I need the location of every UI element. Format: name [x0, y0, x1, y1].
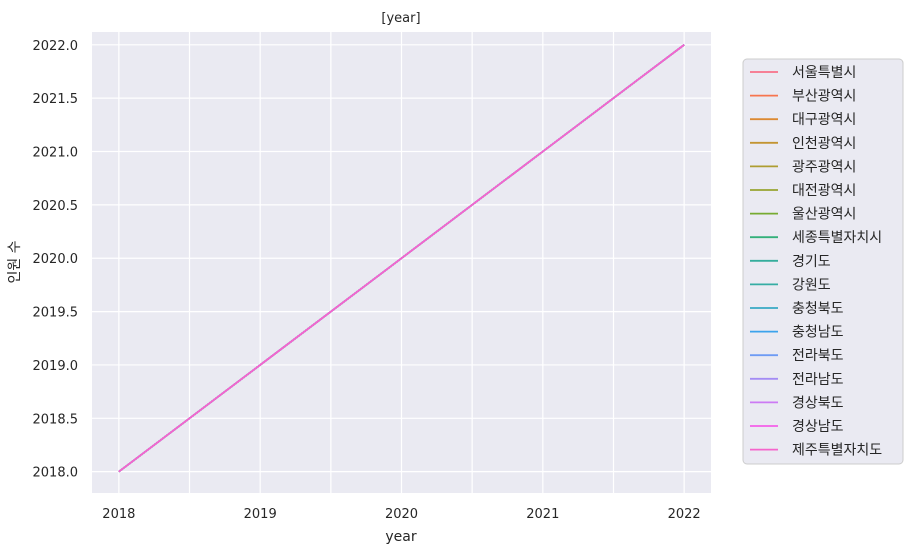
legend-label: 경상북도: [792, 395, 844, 411]
legend-label: 충청남도: [792, 325, 844, 341]
y-tick-label: 2020.0: [33, 252, 79, 267]
legend-label: 부산광역시: [792, 89, 856, 105]
x-tick-labels: 2018 2019 2020 2021 2022: [102, 507, 700, 522]
legend-label: 광주광역시: [792, 159, 856, 175]
y-tick-label: 2020.5: [33, 199, 79, 214]
y-tick-label: 2021.5: [33, 92, 79, 107]
legend: 서울특별시부산광역시대구광역시인천광역시광주광역시대전광역시울산광역시세종특별자…: [742, 58, 904, 465]
y-tick-label: 2018.0: [33, 466, 79, 481]
y-tick-label: 2018.5: [33, 412, 79, 427]
y-axis-label: 인원 수: [7, 240, 23, 283]
legend-label: 대전광역시: [792, 183, 856, 199]
legend-label: 울산광역시: [792, 207, 856, 223]
legend-label: 충청북도: [792, 301, 844, 317]
legend-label: 강원도: [792, 277, 831, 293]
y-tick-label: 2019.5: [33, 306, 79, 321]
legend-label: 경기도: [792, 254, 831, 270]
y-tick-label: 2022.0: [33, 39, 79, 54]
x-axis-label: year: [385, 529, 416, 545]
y-tick-label: 2021.0: [33, 146, 79, 161]
y-tick-labels: 2018.0 2018.5 2019.0 2019.5 2020.0 2020.5 2021…: [33, 39, 79, 481]
x-tick-label: 2020: [385, 507, 418, 522]
legend-label: 경상남도: [792, 419, 844, 435]
legend-label: 제주특별자치도: [792, 443, 882, 459]
x-tick-label: 2021: [526, 507, 559, 522]
x-tick-label: 2019: [244, 507, 277, 522]
legend-label: 인천광역시: [792, 136, 856, 152]
series-line-16: [118, 44, 685, 473]
series-lines: [118, 44, 685, 473]
legend-label: 전라남도: [792, 372, 844, 388]
legend-label: 전라북도: [792, 348, 844, 364]
legend-label: 대구광역시: [792, 112, 856, 128]
y-tick-label: 2019.0: [33, 359, 79, 374]
legend-frame: [742, 58, 904, 465]
legend-label: 서울특별시: [792, 65, 856, 81]
x-tick-label: 2018: [102, 507, 135, 522]
chart-title: [year]: [381, 11, 420, 26]
legend-label: 세종특별자치시: [792, 230, 882, 246]
x-tick-label: 2022: [668, 507, 701, 522]
